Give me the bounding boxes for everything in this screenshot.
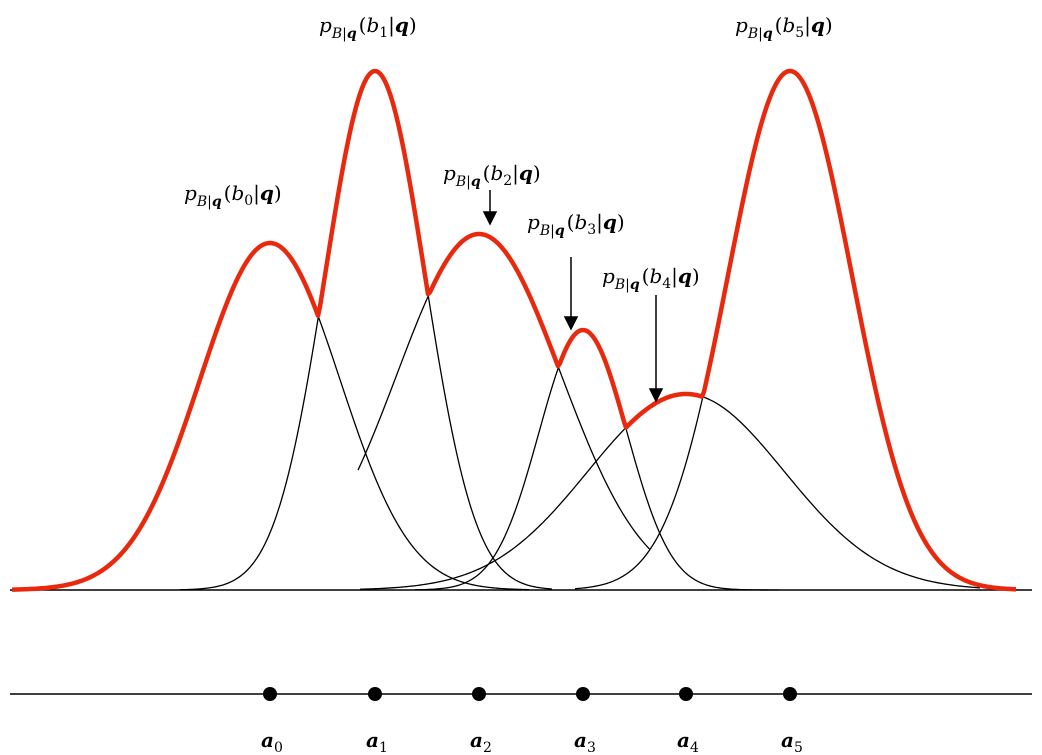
label-b2: pB|q (b2|q) — [443, 161, 541, 190]
label-b5: pB|q (b5|q) — [735, 13, 833, 42]
component-curve-4 — [359, 393, 981, 590]
component-curve-1 — [179, 70, 553, 591]
point-a0 — [263, 687, 277, 701]
label-arrows — [482, 190, 664, 403]
arrow-b4 — [648, 295, 664, 403]
density-labels: pB|q (b0|q) pB|q (b1|q) pB|q (b2|q) pB|q (b3… — [184, 13, 833, 293]
sample-points — [263, 687, 797, 701]
point-a1 — [368, 687, 382, 701]
point-label-a2: a2 — [470, 728, 492, 755]
point-a5 — [783, 687, 797, 701]
label-b0: pB|q (b0|q) — [184, 181, 282, 210]
label-b1: pB|q (b1|q) — [319, 13, 417, 42]
point-a3 — [576, 687, 590, 701]
point-label-a3: a3 — [574, 728, 596, 755]
point-labels: a0 a1 a2 a3 a4 a5 — [261, 728, 803, 755]
arrow-b2 — [482, 190, 498, 226]
point-a4 — [679, 687, 693, 701]
component-curve-5 — [574, 70, 946, 590]
point-label-a1: a1 — [366, 728, 388, 755]
point-label-a5: a5 — [781, 728, 803, 755]
point-label-a0: a0 — [261, 728, 283, 755]
arrow-b3 — [563, 257, 579, 331]
point-a2 — [472, 687, 486, 701]
label-b4: pB|q (b4|q) — [602, 264, 700, 293]
point-label-a4: a4 — [677, 728, 699, 755]
label-b3: pB|q (b3|q) — [527, 210, 625, 239]
max-envelope-curve — [11, 68, 1017, 592]
